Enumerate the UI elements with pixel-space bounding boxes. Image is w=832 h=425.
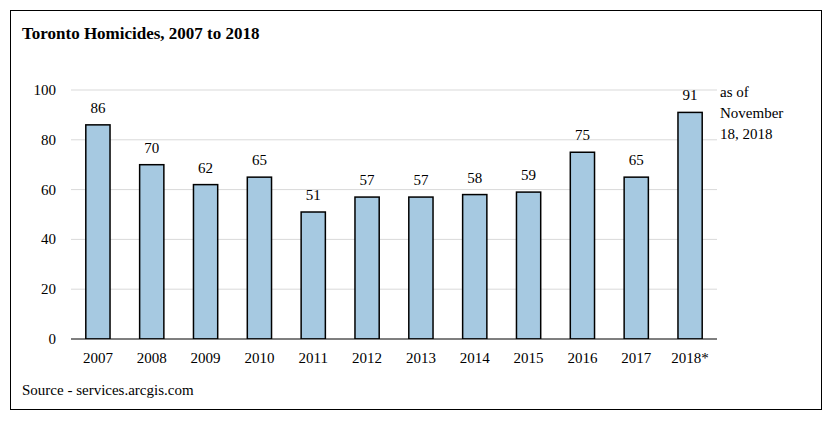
bar xyxy=(678,112,702,339)
bar xyxy=(86,125,110,339)
bar xyxy=(247,177,271,339)
data-label: 57 xyxy=(360,172,376,188)
data-label: 57 xyxy=(413,172,429,188)
data-label: 86 xyxy=(90,100,106,116)
annotation: November xyxy=(720,105,783,121)
bar xyxy=(140,165,164,339)
x-tick-label: 2009 xyxy=(191,350,221,366)
y-tick-label: 100 xyxy=(34,82,57,98)
bar xyxy=(193,185,217,339)
data-label: 62 xyxy=(198,160,213,176)
annotation: as of xyxy=(720,84,749,100)
x-tick-label: 2013 xyxy=(406,350,436,366)
grid xyxy=(71,90,717,289)
data-label: 65 xyxy=(629,152,644,168)
x-tick-label: 2011 xyxy=(299,350,328,366)
chart-container: Toronto Homicides, 2007 to 2018 0 20 40 60 80… xyxy=(0,0,832,425)
bar xyxy=(301,212,325,339)
data-label: 51 xyxy=(306,187,321,203)
data-label: 59 xyxy=(521,167,536,183)
x-tick-label: 2017 xyxy=(621,350,652,366)
x-tick-label: 2012 xyxy=(352,350,382,366)
data-label: 91 xyxy=(683,87,698,103)
bar xyxy=(409,197,433,339)
bar xyxy=(355,197,379,339)
x-tick-label: 2018* xyxy=(671,350,709,366)
y-tick-label: 0 xyxy=(49,331,57,347)
source: Source - services.arcgis.com xyxy=(22,382,194,398)
x-tick-label: 2015 xyxy=(514,350,544,366)
bar xyxy=(516,192,540,339)
x-tick-label: 2007 xyxy=(83,350,114,366)
x-tick-label: 2010 xyxy=(244,350,274,366)
bar xyxy=(624,177,648,339)
y-tick-label: 20 xyxy=(41,281,56,297)
data-label: 70 xyxy=(144,140,159,156)
chart-svg: Toronto Homicides, 2007 to 2018 0 20 40 60 80… xyxy=(0,0,832,425)
bar xyxy=(463,195,487,339)
y-tick-label: 40 xyxy=(41,231,56,247)
grid-line xyxy=(71,239,717,240)
grid-line xyxy=(71,289,717,290)
x-tick-label: 2014 xyxy=(460,350,491,366)
title: Toronto Homicides, 2007 to 2018 xyxy=(22,24,260,43)
grid-line xyxy=(71,90,717,91)
grid-line xyxy=(71,189,717,190)
bars xyxy=(86,112,702,339)
chart-frame xyxy=(11,11,822,410)
bar xyxy=(570,152,594,339)
x-axis-line xyxy=(71,338,717,339)
data-label: 75 xyxy=(575,127,590,143)
grid-line xyxy=(71,139,717,140)
y-tick-label: 60 xyxy=(41,182,56,198)
annotation: 18, 2018 xyxy=(720,126,773,142)
x-tick-label: 2016 xyxy=(567,350,598,366)
data-label: 65 xyxy=(252,152,267,168)
data-label: 58 xyxy=(467,170,482,186)
x-tick-label: 2008 xyxy=(137,350,167,366)
y-tick-label: 80 xyxy=(41,132,56,148)
